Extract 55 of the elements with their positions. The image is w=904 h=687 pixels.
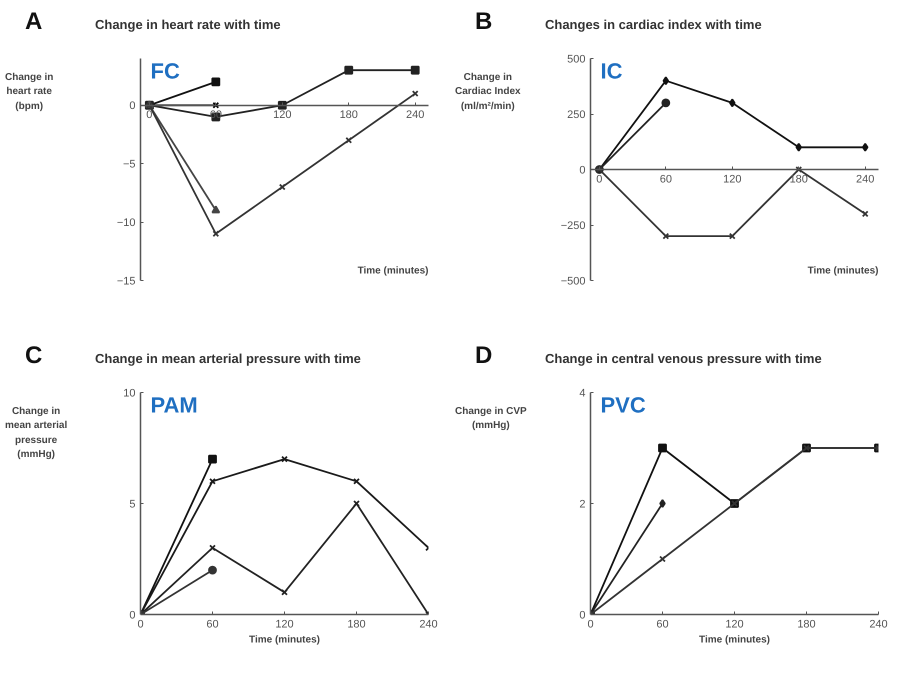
x-axis-title: Time (minutes) <box>249 634 320 646</box>
y-tick-label: 0 <box>129 100 136 112</box>
text: D <box>474 341 494 371</box>
x-axis-title: Time (minutes) <box>358 266 428 276</box>
y-axis-title: Change in mean arterial pressure (mmHg) <box>5 405 68 462</box>
annotation: FC <box>150 58 180 84</box>
x-tick-label: 0 <box>146 109 152 122</box>
chart-title: Changes in cardiac index with time <box>544 16 762 34</box>
y-tick-label: 5 <box>129 498 136 510</box>
chart-title: Change in central venous pressure with time <box>544 350 822 368</box>
x-tick-label: 0 <box>587 618 594 630</box>
text: C <box>24 341 44 371</box>
x-tick-label: 60 <box>210 109 222 122</box>
y-tick-label: −15 <box>116 276 136 288</box>
y-tick-label: 4 <box>579 388 586 400</box>
y-tick-label: −5 <box>122 158 136 171</box>
y-tick-label: 0 <box>579 610 586 622</box>
chart-title: Change in mean arterial pressure with time <box>94 350 361 368</box>
x-tick-label: 240 <box>869 618 888 630</box>
y-tick-label: 0 <box>579 164 586 176</box>
x-tick-label: 0 <box>596 174 602 186</box>
y-tick-label: −500 <box>560 276 586 288</box>
y-tick-label: −250 <box>560 220 586 232</box>
annotation: IC <box>600 58 623 84</box>
y-axis-title: Change in Cardiac Index (ml/m²/min) <box>455 71 521 114</box>
annotation: PVC <box>600 392 646 418</box>
x-tick-label: 120 <box>275 618 294 630</box>
x-axis-title: Time (minutes) <box>808 266 878 276</box>
x-tick-label: 180 <box>340 109 358 122</box>
y-tick-label: 2 <box>579 498 586 510</box>
x-tick-label: 240 <box>419 618 438 630</box>
y-axis-title: Change in heart rate (bpm) <box>5 71 54 114</box>
y-tick-label: −10 <box>116 217 136 230</box>
x-tick-label: 120 <box>273 109 292 122</box>
y-tick-label: 0 <box>129 610 136 622</box>
x-tick-label: 120 <box>723 174 742 186</box>
annotation: PAM <box>150 392 198 418</box>
y-tick-label: 250 <box>567 109 586 121</box>
x-axis-title: Time (minutes) <box>699 634 770 646</box>
y-tick-label: 500 <box>567 54 586 66</box>
x-tick-label: 60 <box>656 618 669 630</box>
x-tick-label: 180 <box>347 618 366 630</box>
x-tick-label: 120 <box>725 618 744 630</box>
x-tick-label: 180 <box>797 618 816 630</box>
x-tick-label: 60 <box>660 174 672 186</box>
y-tick-label: 10 <box>123 388 136 400</box>
chart-title: Change in heart rate with time <box>94 16 281 34</box>
text: A <box>24 7 44 37</box>
x-tick-label: 180 <box>790 174 808 186</box>
y-axis-title: Change in CVP (mmHg) <box>455 405 527 434</box>
x-tick-label: 0 <box>137 618 144 630</box>
x-tick-label: 60 <box>206 618 219 630</box>
x-tick-label: 240 <box>406 109 424 122</box>
text: B <box>474 7 494 37</box>
x-tick-label: 240 <box>856 174 874 186</box>
